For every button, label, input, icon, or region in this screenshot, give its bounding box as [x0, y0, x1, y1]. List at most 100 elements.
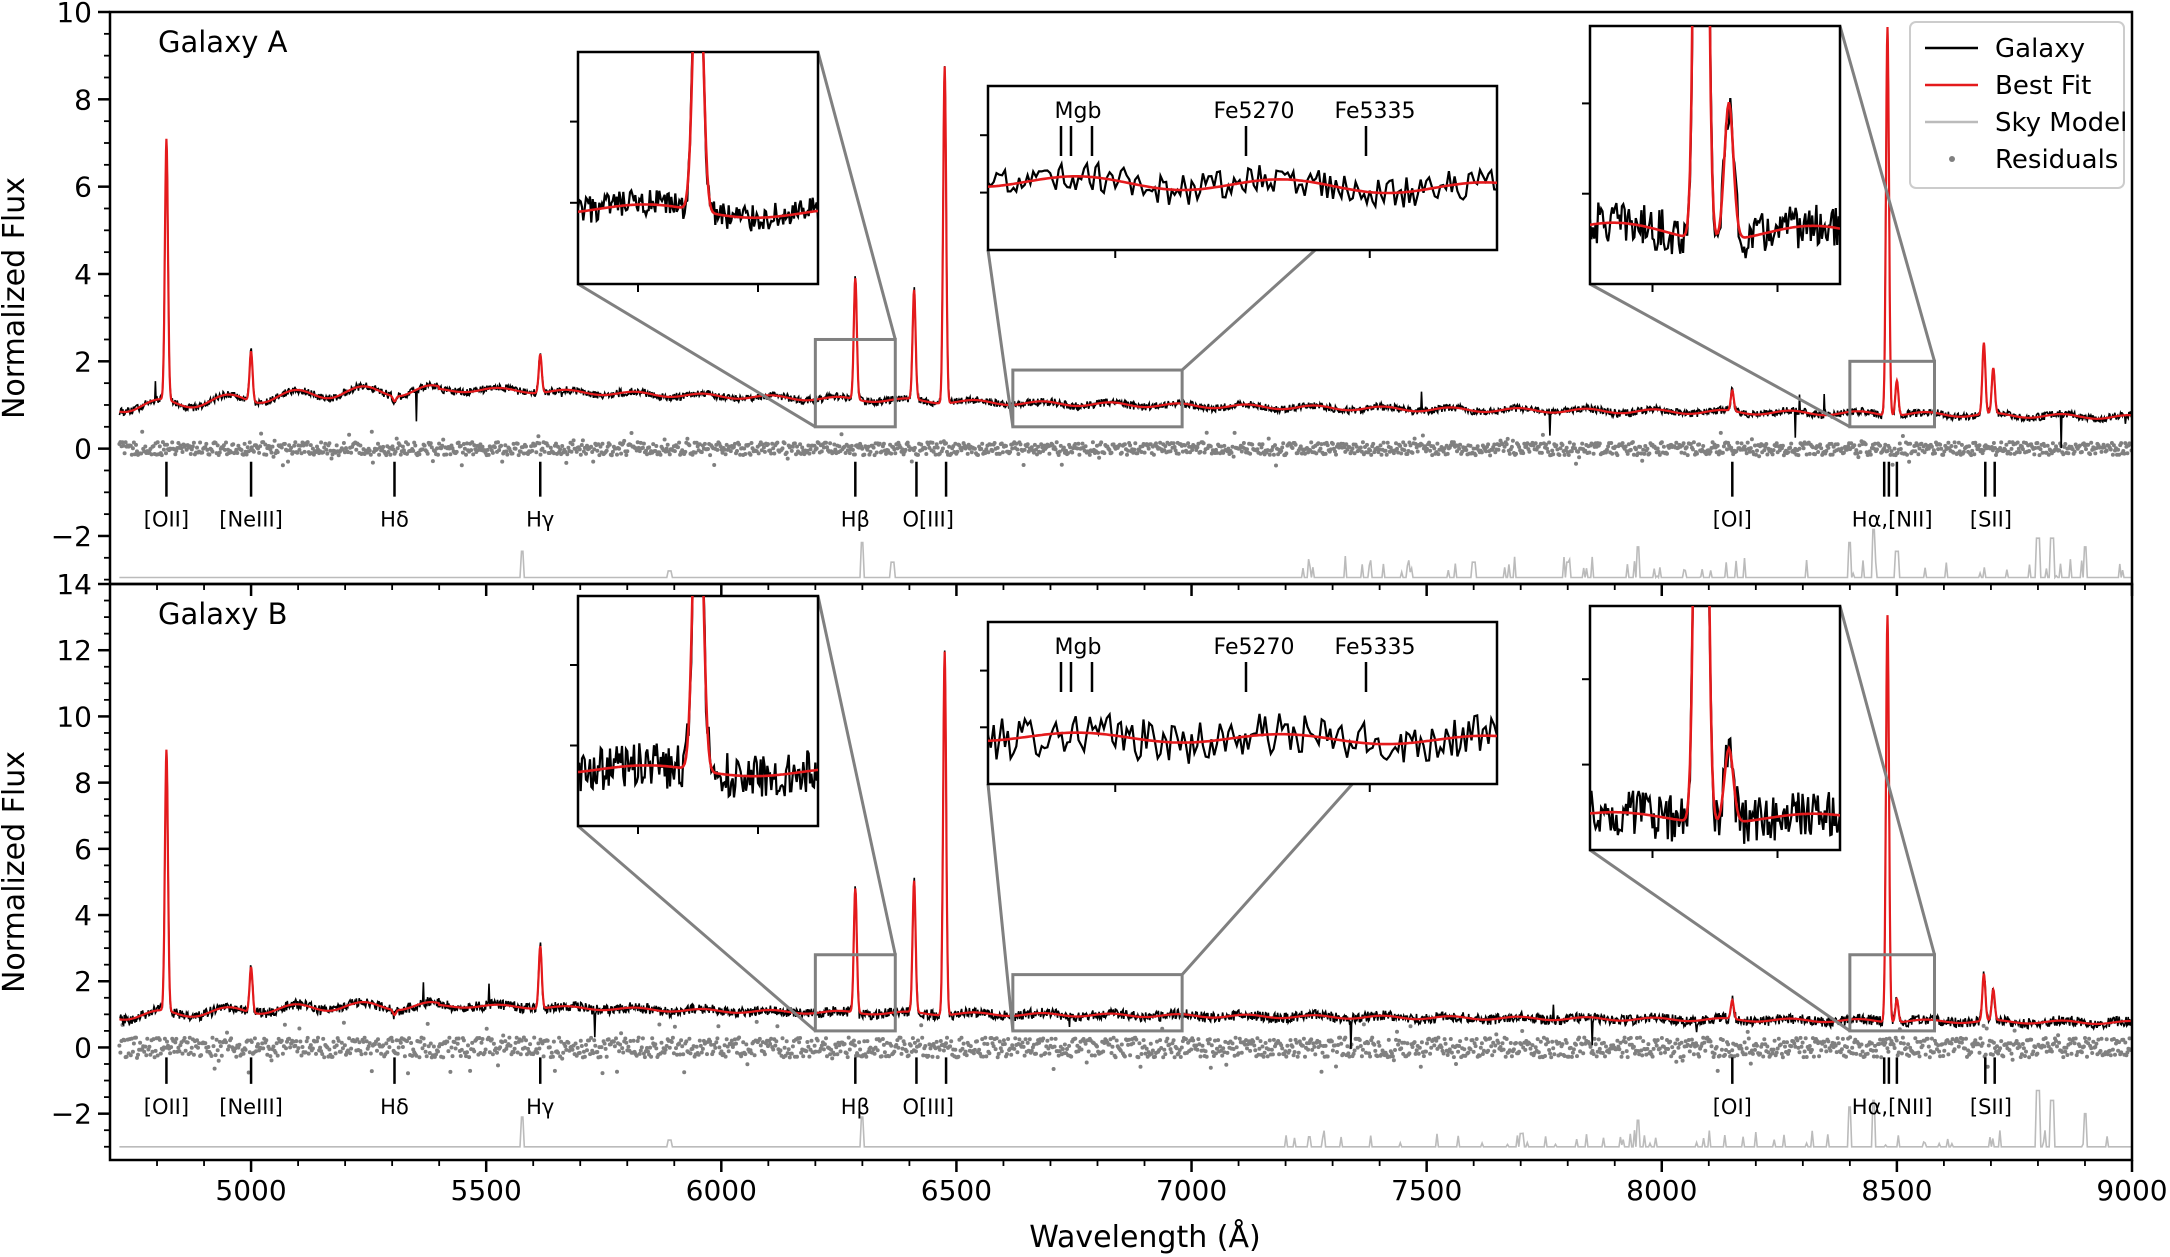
residual-point [1114, 1038, 1119, 1043]
residual-point [792, 441, 797, 446]
line-marker: Hδ [380, 1057, 409, 1119]
marker-label: Hγ [526, 1095, 554, 1119]
residual-point [1303, 1054, 1307, 1059]
residual-point [1764, 442, 1769, 446]
marker-label: Hα,[NII] [1852, 1095, 1933, 1119]
residual-point [1755, 448, 1759, 453]
residual-point [1176, 451, 1181, 456]
residual-point [1239, 1050, 1244, 1055]
residual-point [1017, 1037, 1022, 1042]
residual-point [1919, 441, 1924, 446]
residual-point [1548, 1051, 1553, 1056]
residual-point [1788, 445, 1793, 450]
residual-point [2108, 1053, 2113, 1058]
residual-point [1451, 1055, 1456, 1060]
residual-point [2045, 1041, 2050, 1046]
residual-point [1580, 1042, 1585, 1047]
residual-point [1099, 440, 1104, 445]
residual-point [997, 1039, 1002, 1044]
residual-point [1685, 453, 1690, 458]
residual-point [1222, 1050, 1227, 1055]
residual-point [717, 1045, 722, 1050]
inset-frame [576, 594, 820, 828]
residual-point [1008, 1046, 1013, 1051]
residual-point [410, 1053, 415, 1058]
residual-point [452, 1040, 457, 1045]
residual-point [1721, 444, 1726, 449]
residual-point [157, 444, 162, 449]
residual-point [1251, 1039, 1256, 1044]
residual-point [1848, 1035, 1853, 1040]
residual-point [1519, 1042, 1524, 1047]
y-tick-label: 6 [74, 171, 92, 204]
residual-point [1039, 442, 1044, 447]
residual-point [1267, 1038, 1272, 1043]
residual-point [159, 453, 164, 458]
residual-point [135, 1055, 139, 1060]
residual-point [2044, 1049, 2049, 1054]
residual-point [246, 1070, 251, 1075]
x-tick-label: 9000 [2096, 1174, 2167, 1207]
residual-point [458, 444, 463, 448]
residual-point [1835, 1036, 1840, 1041]
residual-point [1647, 451, 1652, 456]
residual-point [1929, 444, 1934, 449]
residual-point [1918, 1039, 1923, 1044]
residual-point [1158, 1038, 1163, 1043]
residual-point [148, 1052, 153, 1057]
residual-point [338, 1049, 343, 1054]
residual-point [1897, 441, 1902, 446]
sky-model-line [119, 528, 2132, 580]
residual-point [1428, 448, 1433, 453]
residual-point [1037, 1040, 1042, 1045]
residual-point [1345, 1044, 1350, 1049]
residual-point [1758, 1051, 1763, 1056]
line-marker: Hβ [841, 461, 870, 532]
residual-point [1338, 1035, 1343, 1040]
residual-point [496, 1063, 500, 1068]
residual-point [1427, 1036, 1432, 1041]
residual-point [1407, 1051, 1412, 1056]
residual-point [642, 1055, 647, 1060]
residual-point [1009, 1052, 1014, 1057]
residual-point [564, 1047, 569, 1052]
residual-point [477, 1036, 482, 1040]
zoom-connector [986, 783, 1015, 1032]
residual-point [972, 1047, 977, 1052]
residual-point [2102, 445, 2107, 450]
residual-point [144, 1053, 149, 1058]
residual-point [1858, 1052, 1863, 1057]
residual-point [1663, 1050, 1667, 1055]
residual-point [1571, 442, 1576, 447]
residual-point [825, 1054, 829, 1059]
residual-point [1709, 1044, 1714, 1049]
residual-point [1092, 1053, 1097, 1058]
residual-point [709, 1042, 714, 1047]
residual-point [247, 440, 252, 445]
residual-point [857, 1040, 862, 1045]
residual-point [1868, 452, 1873, 457]
zoom-region-box [1848, 953, 1937, 1033]
residual-point [1494, 1032, 1499, 1037]
residual-point [2083, 1036, 2087, 1040]
residual-point [1224, 1062, 1229, 1067]
x-tick-label: 7000 [1156, 1174, 1227, 1207]
residual-point [1076, 1049, 1081, 1054]
residual-point [405, 451, 409, 456]
residual-point [726, 1049, 731, 1054]
residual-point [1771, 448, 1776, 453]
residual-point [1232, 430, 1237, 435]
residual-point [1878, 443, 1883, 448]
residual-point [282, 441, 287, 446]
residual-point [1319, 442, 1324, 447]
residual-point [417, 1055, 422, 1060]
residual-point [1458, 1039, 1463, 1044]
residual-point [1135, 451, 1140, 456]
residual-point [1557, 1040, 1562, 1045]
residual-point [708, 1039, 713, 1044]
residual-point [424, 1054, 429, 1059]
residual-point [1562, 452, 1567, 457]
residual-point [1824, 1049, 1829, 1054]
residual-point [1468, 1047, 1473, 1052]
residual-point [580, 438, 585, 443]
